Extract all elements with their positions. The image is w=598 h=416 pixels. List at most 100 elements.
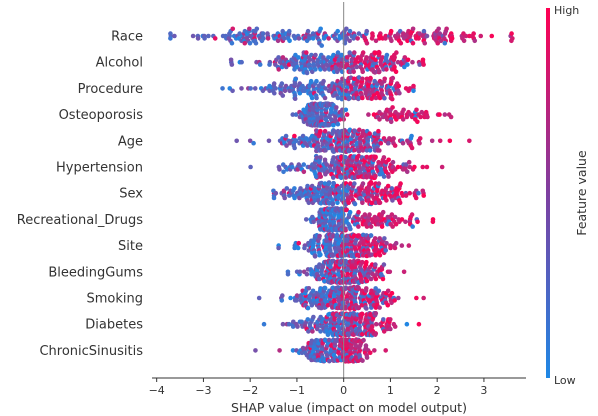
- shap-point: [343, 285, 349, 290]
- shap-point: [229, 62, 235, 67]
- shap-point: [275, 38, 281, 44]
- shap-point: [368, 276, 374, 282]
- shap-point: [326, 55, 331, 60]
- shap-point: [306, 285, 312, 291]
- shap-point: [354, 64, 360, 70]
- shap-point: [286, 321, 292, 327]
- colorbar: High Low Feature value: [546, 4, 589, 387]
- shap-point: [390, 198, 395, 203]
- shap-point: [326, 122, 331, 128]
- shap-point: [392, 298, 397, 303]
- shap-point: [368, 179, 374, 185]
- shap-point: [403, 219, 408, 225]
- shap-point: [229, 40, 235, 46]
- shap-point: [256, 295, 262, 301]
- shap-point: [381, 329, 387, 334]
- shap-point: [373, 38, 379, 44]
- shap-point: [384, 198, 389, 203]
- shap-point: [435, 40, 441, 46]
- shap-point: [242, 40, 248, 46]
- shap-point: [444, 26, 449, 32]
- shap-point: [420, 57, 426, 63]
- shap-point: [367, 131, 372, 136]
- shap-point: [190, 33, 196, 39]
- shap-point: [385, 302, 391, 308]
- shap-point: [372, 131, 378, 136]
- feature-label-recreational-drugs: Recreational_Drugs: [17, 213, 143, 228]
- shap-point: [327, 358, 332, 364]
- shap-point: [352, 201, 358, 207]
- shap-point: [322, 157, 328, 163]
- shap-point: [368, 75, 373, 81]
- shap-point: [348, 226, 353, 232]
- shap-point: [394, 50, 399, 55]
- shap-point: [297, 269, 303, 275]
- shap-point: [373, 252, 378, 258]
- shap-point: [248, 164, 253, 170]
- beeswarm-points: [168, 26, 515, 364]
- feature-label-alcohol: Alcohol: [96, 56, 143, 71]
- shap-point: [294, 298, 299, 303]
- shap-point: [313, 52, 318, 58]
- shap-point: [335, 50, 341, 55]
- feature-label-procedure: Procedure: [78, 82, 143, 97]
- shap-point: [311, 314, 316, 320]
- shap-point: [352, 128, 358, 134]
- shap-point: [331, 155, 336, 160]
- feature-label-bleedinggums: BleedingGums: [48, 265, 143, 280]
- shap-point: [373, 311, 379, 316]
- shap-point: [392, 143, 398, 148]
- shap-point: [318, 329, 323, 334]
- shap-point: [389, 96, 395, 102]
- shap-point: [326, 201, 332, 206]
- shap-point: [463, 33, 469, 39]
- shap-point: [360, 358, 365, 363]
- shap-point: [416, 36, 421, 41]
- shap-point: [280, 321, 286, 327]
- shap-point: [287, 38, 292, 44]
- shap-point: [409, 145, 415, 151]
- shap-point: [282, 88, 288, 94]
- shap-point: [388, 317, 393, 322]
- colorbar-low-label: Low: [554, 374, 576, 387]
- shap-point: [265, 31, 270, 36]
- shap-point: [322, 278, 327, 284]
- shap-point: [369, 252, 375, 257]
- shap-point: [317, 233, 322, 239]
- shap-point: [407, 190, 413, 196]
- shap-point: [295, 245, 301, 251]
- shap-point: [253, 40, 259, 46]
- shap-point: [366, 112, 371, 117]
- shap-point: [373, 321, 379, 327]
- shap-point: [280, 93, 286, 98]
- shap-point: [417, 31, 422, 36]
- shap-point: [414, 295, 419, 301]
- shap-point: [368, 233, 374, 238]
- shap-point: [312, 186, 318, 191]
- shap-point: [405, 62, 410, 67]
- x-tick-label: 1: [387, 384, 394, 397]
- shap-point: [373, 173, 378, 179]
- shap-point: [168, 31, 173, 36]
- shap-point: [293, 138, 299, 144]
- shap-point: [326, 67, 332, 72]
- shap-point: [378, 140, 384, 146]
- shap-point: [410, 224, 415, 229]
- shap-point: [417, 62, 422, 67]
- x-axis: −4 −3 −2 −1 0 1 2 3 SHAP value (impact on model…: [149, 377, 526, 415]
- shap-point: [302, 245, 307, 251]
- shap-point: [312, 254, 318, 259]
- shap-point: [322, 95, 328, 101]
- shap-point: [377, 200, 383, 206]
- shap-point: [352, 181, 357, 186]
- x-axis-title: SHAP value (impact on model output): [231, 400, 467, 415]
- shap-point: [390, 224, 395, 229]
- shap-point: [372, 348, 377, 353]
- shap-point: [373, 154, 378, 160]
- shap-point: [303, 217, 309, 222]
- shap-point: [330, 175, 336, 180]
- shap-point: [360, 50, 366, 55]
- shap-point: [339, 52, 344, 58]
- shap-point: [359, 279, 365, 285]
- shap-point: [323, 86, 328, 91]
